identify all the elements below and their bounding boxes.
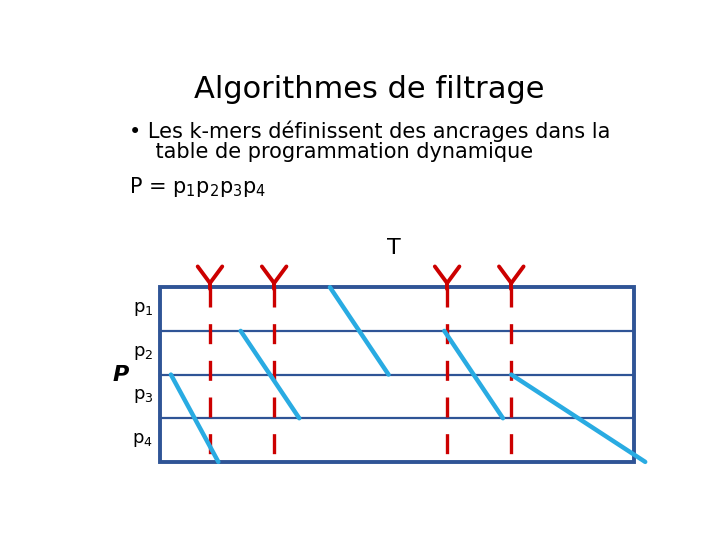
Text: T: T [387, 238, 401, 258]
Text: p$_{2}$: p$_{2}$ [132, 344, 153, 362]
Text: p$_{1}$: p$_{1}$ [132, 300, 153, 318]
Text: P = p$_1$p$_2$p$_3$p$_4$: P = p$_1$p$_2$p$_3$p$_4$ [129, 175, 266, 199]
Text: Algorithmes de filtrage: Algorithmes de filtrage [194, 75, 544, 104]
Bar [160, 287, 634, 462]
Text: table de programmation dynamique: table de programmation dynamique [129, 141, 534, 161]
Text: p$_{3}$: p$_{3}$ [132, 387, 153, 406]
Text: P: P [112, 364, 129, 384]
Text: • Les k-mers définissent des ancrages dans la: • Les k-mers définissent des ancrages da… [129, 121, 611, 143]
Text: p$_{4}$: p$_{4}$ [132, 431, 153, 449]
